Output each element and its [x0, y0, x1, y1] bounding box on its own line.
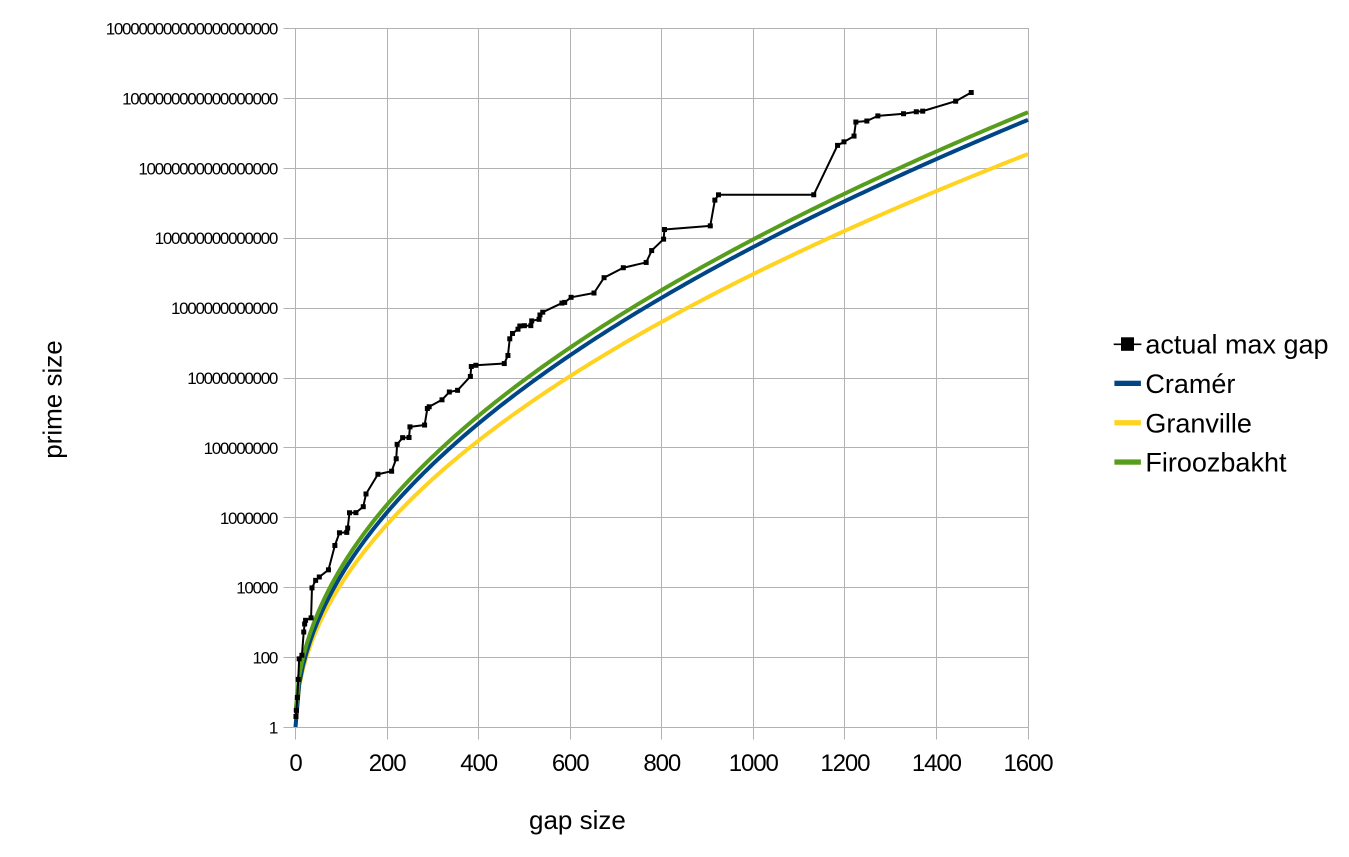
- svg-text:1600: 1600: [1004, 750, 1054, 777]
- svg-text:Granville: Granville: [1145, 408, 1252, 438]
- svg-text:1000000000000000000: 1000000000000000000: [122, 89, 278, 108]
- svg-text:100: 100: [253, 649, 278, 668]
- svg-text:1400: 1400: [912, 750, 962, 777]
- svg-text:600: 600: [552, 750, 589, 777]
- svg-text:1200: 1200: [820, 750, 870, 777]
- svg-text:100000000: 100000000: [204, 439, 278, 458]
- svg-text:1000: 1000: [729, 750, 779, 777]
- svg-text:10000000000000000: 10000000000000000: [138, 159, 277, 178]
- svg-text:Cramér: Cramér: [1145, 369, 1235, 399]
- svg-text:100000000000000: 100000000000000: [155, 229, 278, 248]
- svg-text:400: 400: [460, 750, 497, 777]
- svg-text:1000000000000: 1000000000000: [171, 299, 278, 318]
- svg-text:10000: 10000: [236, 579, 278, 598]
- svg-text:1000000: 1000000: [220, 509, 278, 528]
- svg-text:prime size: prime size: [38, 340, 68, 458]
- svg-text:0: 0: [289, 750, 302, 777]
- svg-text:actual max gap: actual max gap: [1145, 330, 1328, 360]
- svg-text:100000000000000000000: 100000000000000000000: [106, 20, 278, 39]
- svg-text:gap size: gap size: [529, 805, 626, 835]
- svg-text:200: 200: [369, 750, 406, 777]
- svg-text:10000000000: 10000000000: [187, 369, 278, 388]
- svg-text:1: 1: [269, 719, 278, 738]
- svg-text:Firoozbakht: Firoozbakht: [1145, 448, 1287, 478]
- svg-text:800: 800: [643, 750, 680, 777]
